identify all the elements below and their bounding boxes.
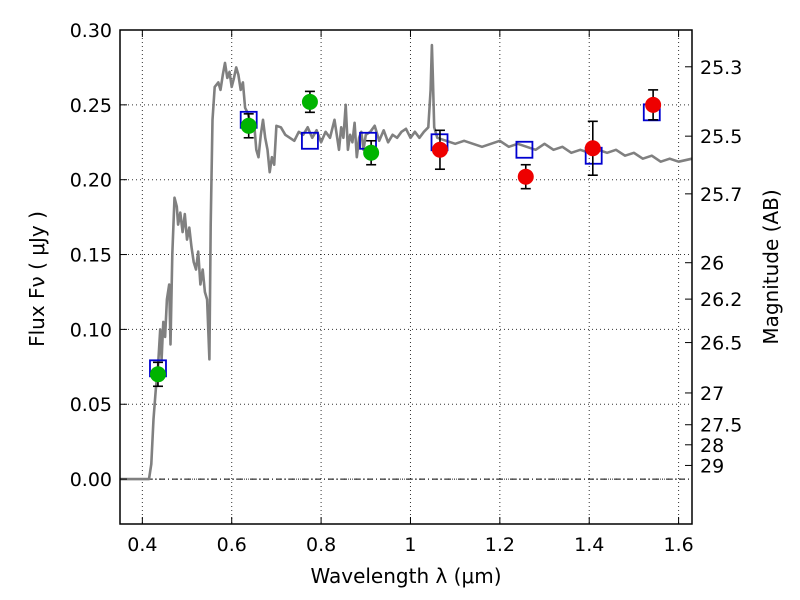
- y-tick-label: 0.25: [70, 95, 112, 117]
- y-tick-label: 0.20: [70, 170, 112, 192]
- right-tick-label: 27.5: [700, 415, 742, 437]
- red-data-point: [431, 141, 448, 158]
- right-tick-label: 26: [700, 253, 724, 275]
- model-spectrum-line: [120, 43, 693, 481]
- x-axis-title: Wavelength λ (μm): [310, 564, 501, 588]
- model-layer: [120, 43, 693, 481]
- y-tick-label: 0.05: [70, 394, 112, 416]
- y-tick-label: 0.00: [70, 469, 112, 491]
- plot-frame: [119, 29, 693, 525]
- marker-layer: [149, 89, 662, 388]
- x-tick-label: 1: [404, 534, 416, 556]
- y-axis-title: Flux Fν ( μJy ): [25, 211, 49, 347]
- x-tick-label: 0.6: [217, 534, 247, 556]
- right-tick-label: 28: [700, 435, 724, 457]
- green-data-point: [149, 366, 166, 383]
- red-data-point: [584, 140, 601, 157]
- x-tick-label: 1.2: [485, 534, 515, 556]
- model-band-square: [515, 140, 534, 159]
- y-tick-label: 0.30: [70, 20, 112, 42]
- grid: [120, 29, 692, 524]
- green-data-point: [301, 93, 318, 110]
- right-tick-label: 26.2: [700, 289, 742, 311]
- right-tick-label: 29: [700, 455, 724, 477]
- right-tick-label: 27: [700, 383, 724, 405]
- green-data-point: [363, 144, 380, 161]
- right-axis-title: Magnitude (AB): [759, 189, 783, 344]
- right-tick-label: 26.5: [700, 333, 742, 355]
- right-tick-label: 25.3: [700, 57, 742, 79]
- x-tick-label: 1.4: [574, 534, 604, 556]
- x-tick-label: 0.8: [306, 534, 336, 556]
- tick-layer: 0.4 0.6 0.8 1 1.2 1.4 1.6 0.00 0.05 0.10 0.15 0.20 0…: [70, 20, 743, 556]
- x-tick-label: 1.6: [663, 534, 693, 556]
- model-band-square: [301, 131, 319, 150]
- right-tick-label: 25.5: [700, 126, 742, 148]
- x-tick-label: 0.4: [127, 534, 157, 556]
- green-data-point: [240, 117, 257, 134]
- right-tick-label: 25.7: [700, 184, 742, 206]
- red-data-point: [517, 168, 534, 185]
- y-tick-label: 0.15: [70, 245, 112, 267]
- red-data-point: [645, 96, 662, 113]
- y-tick-label: 0.10: [70, 319, 112, 341]
